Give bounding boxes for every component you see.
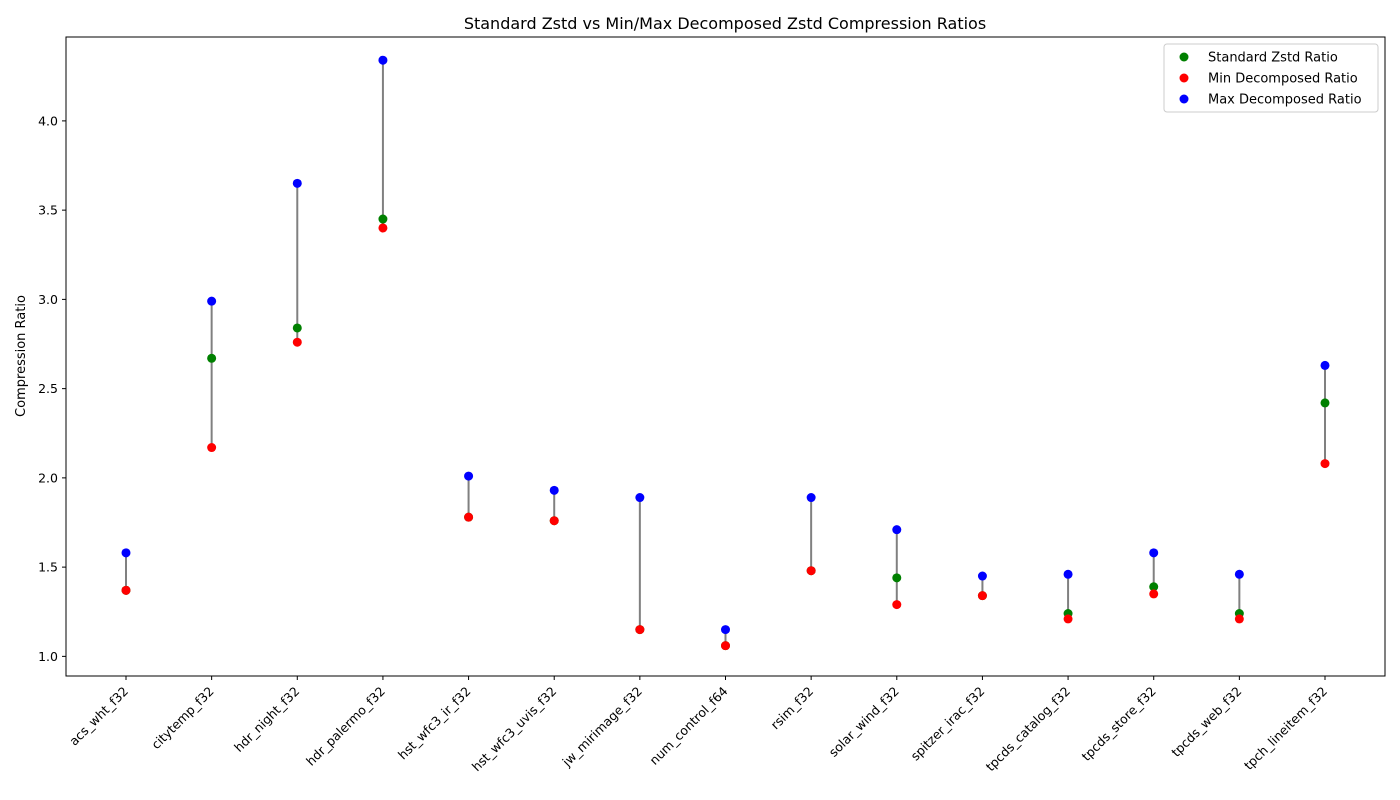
point-series-1	[292, 337, 302, 347]
y-axis: 1.0 1.5 2.0 2.5 3.0 3.5 4.0	[38, 113, 66, 664]
point-series-2	[207, 296, 217, 306]
range-lines	[125, 60, 1326, 646]
x-tick-label: hst_wfc3_uvis_f32	[469, 684, 560, 775]
point-series-1	[378, 223, 388, 233]
point-series-1	[207, 443, 217, 453]
point-series-0	[1320, 398, 1330, 408]
y-tick-label: 2.0	[38, 470, 58, 485]
point-series-1	[892, 600, 902, 610]
point-series-1	[977, 591, 987, 601]
chart-title: Standard Zstd vs Min/Max Decomposed Zstd…	[464, 14, 986, 33]
point-series-0	[207, 353, 217, 363]
legend-marker	[1179, 94, 1189, 104]
x-tick-label: rsim_f32	[768, 684, 817, 733]
point-series-2	[635, 493, 645, 503]
point-series-2	[378, 55, 388, 65]
x-tick-label: jw_mirimage_f32	[559, 684, 645, 770]
point-series-1	[635, 625, 645, 635]
point-series-2	[121, 548, 131, 558]
point-series-0	[892, 573, 902, 583]
legend-label: Max Decomposed Ratio	[1208, 93, 1362, 108]
x-tick-label: spitzer_irac_f32	[908, 684, 988, 764]
y-tick-label: 2.5	[38, 381, 58, 396]
point-series-2	[1320, 360, 1330, 370]
point-series-0	[1149, 582, 1159, 592]
legend-label: Min Decomposed Ratio	[1208, 72, 1358, 87]
point-series-0	[292, 323, 302, 333]
x-tick-label: num_control_f64	[646, 683, 730, 767]
point-series-1	[464, 512, 474, 522]
legend-box	[1163, 43, 1379, 113]
point-series-1	[121, 585, 131, 595]
point-series-1	[806, 566, 816, 576]
x-tick-label: tpcds_web_f32	[1168, 684, 1244, 760]
data-points	[121, 55, 1330, 651]
x-tick-label: tpcds_catalog_f32	[983, 684, 1074, 775]
x-tick-label: acs_wht_f32	[66, 684, 131, 749]
legend-label: Standard Zstd Ratio	[1208, 51, 1338, 66]
y-tick-label: 1.5	[38, 560, 58, 575]
point-series-1	[1234, 614, 1244, 624]
point-series-2	[292, 178, 302, 188]
legend-marker	[1179, 73, 1189, 83]
x-axis: acs_wht_f32 citytemp_f32 hdr_night_f32 hdr_…	[66, 676, 1330, 774]
y-tick-label: 1.0	[38, 649, 58, 664]
legend: Standard Zstd Ratio Min Decomposed Ratio M…	[1163, 43, 1379, 113]
legend-marker	[1179, 52, 1189, 62]
point-series-1	[549, 516, 559, 526]
x-tick-label: hdr_palermo_f32	[303, 684, 388, 769]
x-tick-label: hst_wfc3_ir_f32	[395, 684, 474, 763]
point-series-2	[806, 493, 816, 503]
point-series-2	[1063, 569, 1073, 579]
x-tick-label: citytemp_f32	[148, 684, 217, 753]
y-tick-label: 3.5	[38, 203, 58, 218]
x-tick-label: solar_wind_f32	[826, 684, 902, 760]
point-series-2	[977, 571, 987, 581]
point-series-1	[1149, 589, 1159, 599]
y-tick-label: 3.0	[38, 292, 58, 307]
x-tick-label: tpch_lineitem_f32	[1241, 684, 1330, 773]
point-series-0	[378, 214, 388, 224]
point-series-2	[892, 525, 902, 535]
y-axis-label: Compression Ratio	[14, 295, 29, 417]
point-series-1	[721, 641, 730, 651]
point-series-1	[1063, 614, 1073, 624]
x-tick-label: tpcds_store_f32	[1079, 684, 1159, 764]
point-series-2	[721, 625, 730, 635]
point-series-2	[1234, 569, 1244, 579]
point-series-2	[549, 485, 559, 495]
point-series-2	[464, 471, 474, 481]
point-series-1	[1320, 459, 1330, 469]
y-tick-label: 4.0	[38, 113, 58, 128]
plot-area-frame	[65, 36, 1386, 677]
point-series-2	[1149, 548, 1159, 558]
x-tick-label: hdr_night_f32	[231, 684, 302, 755]
